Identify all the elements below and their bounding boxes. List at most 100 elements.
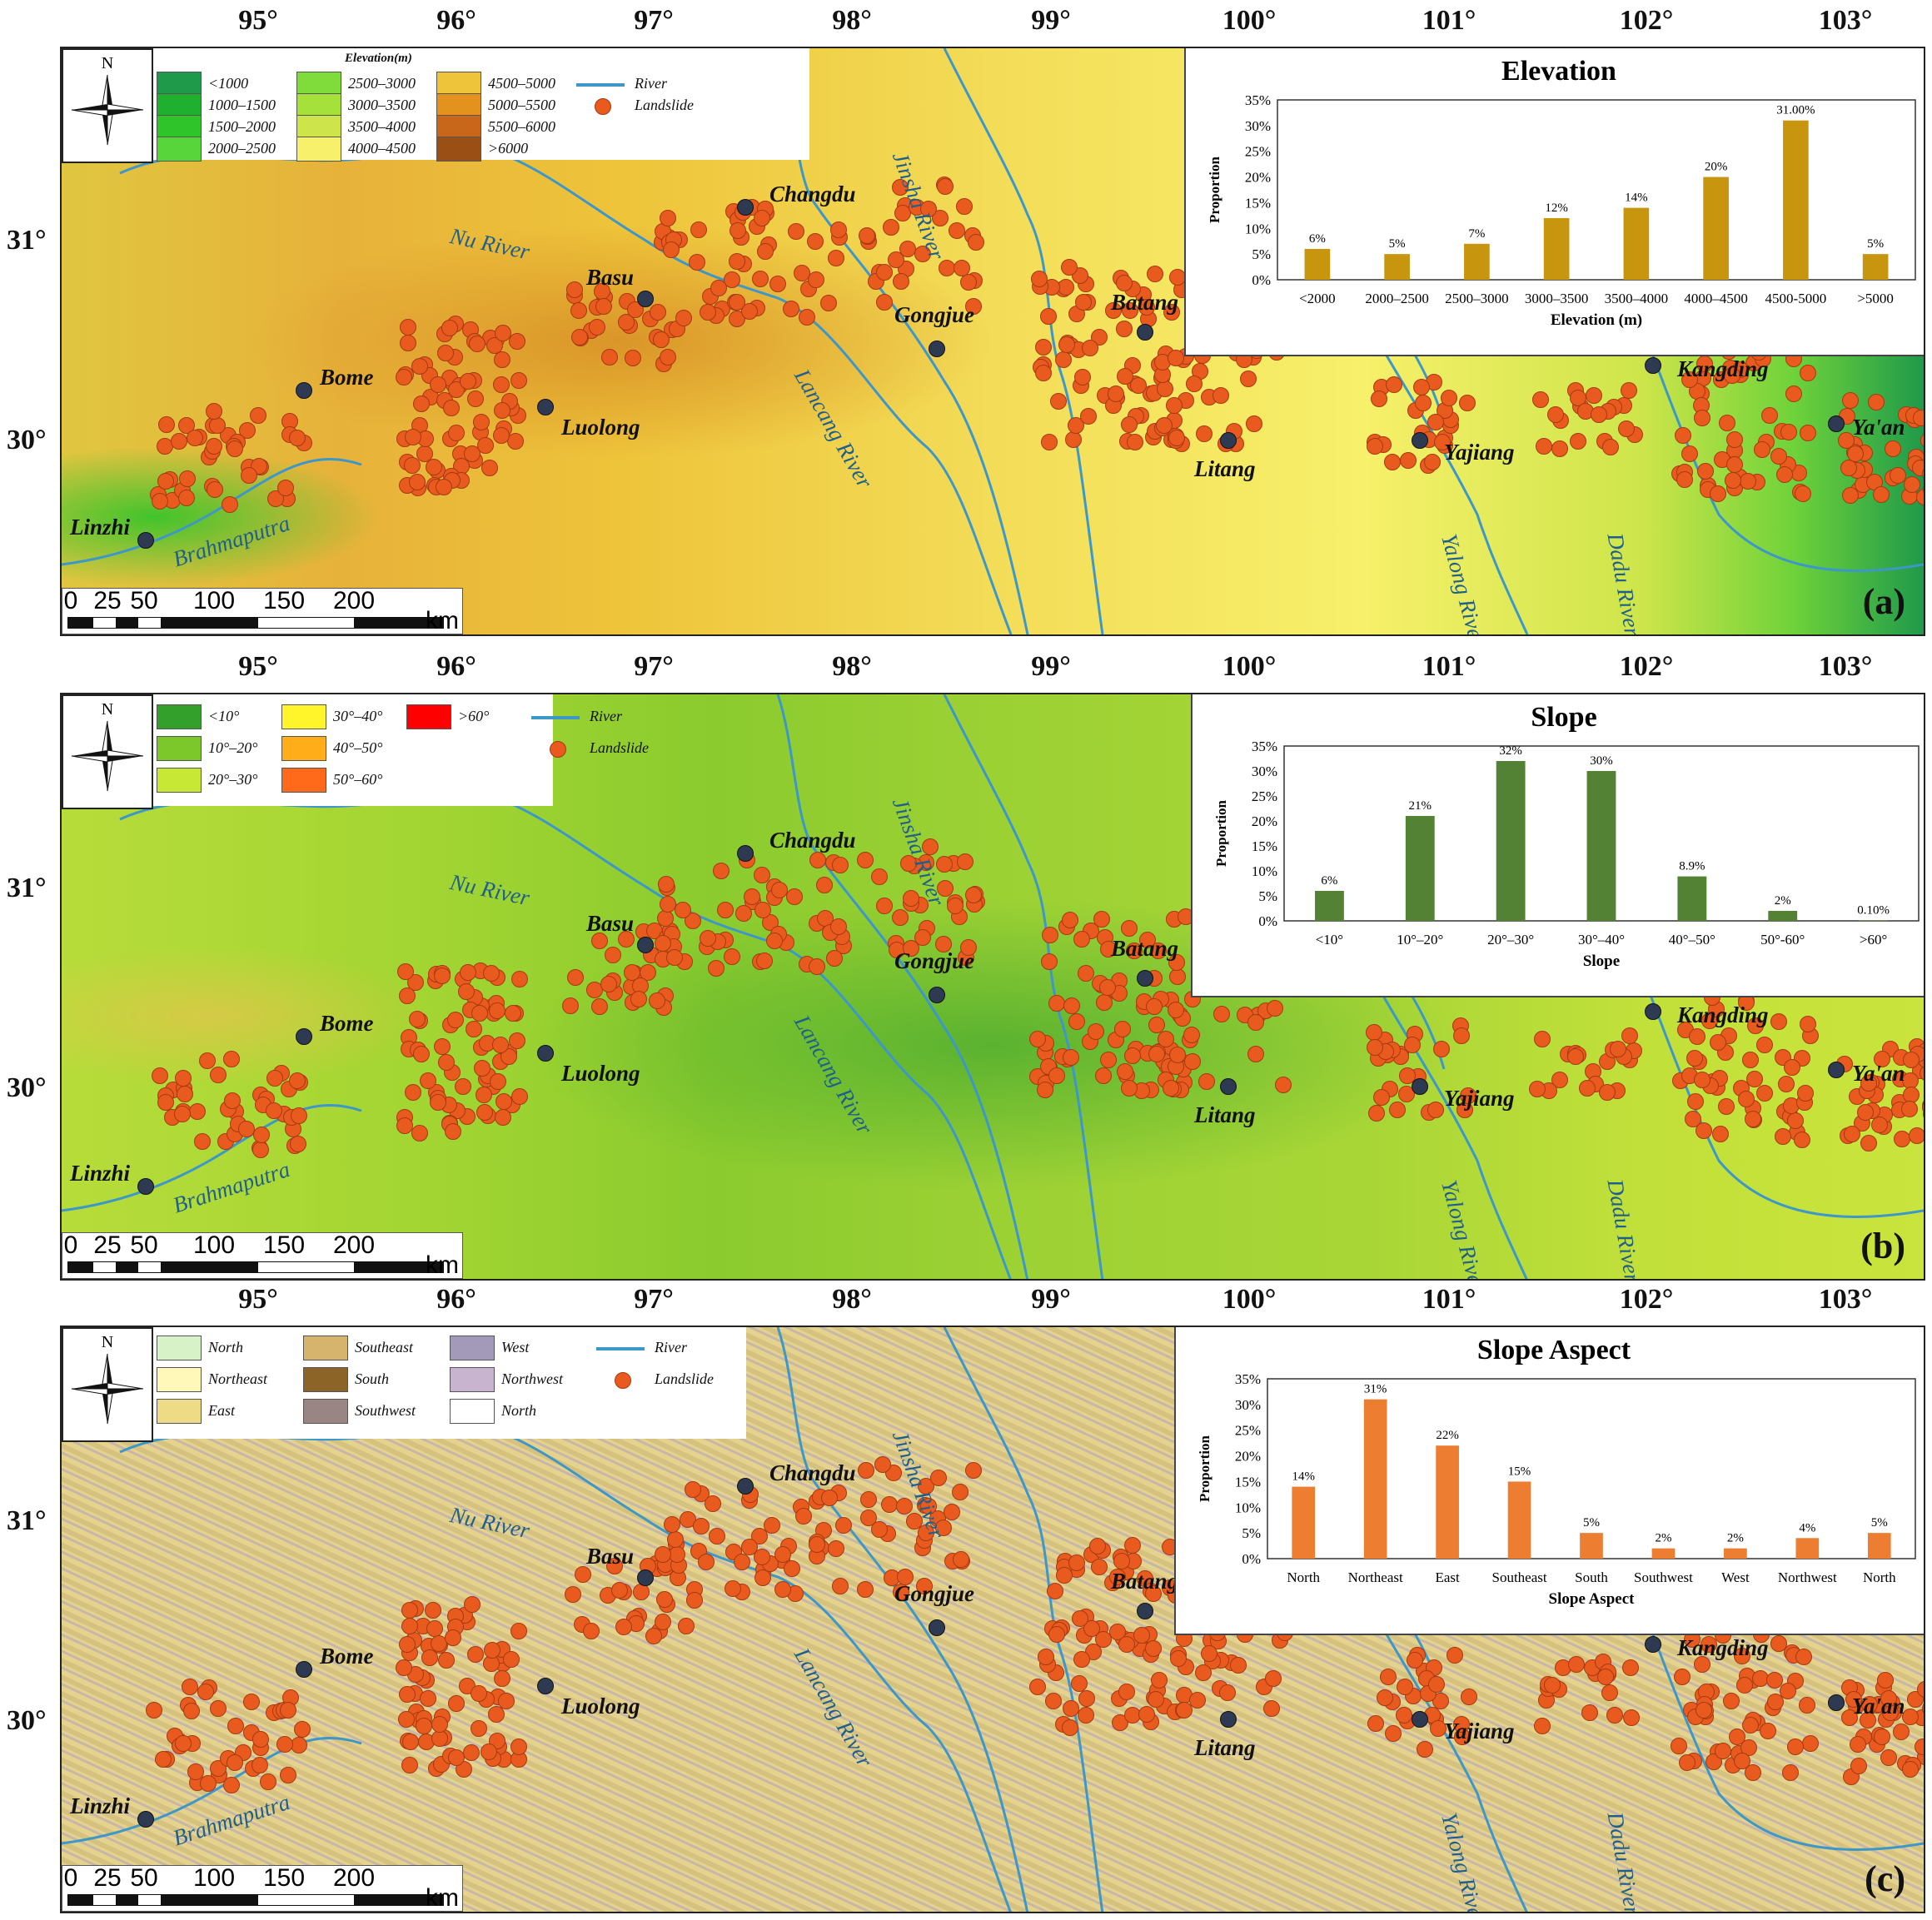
landslide-point — [1384, 453, 1402, 470]
landslide-point — [1795, 485, 1812, 502]
landslide-point — [729, 253, 746, 271]
scale-tick-label: 50 — [130, 587, 158, 614]
landslide-point — [937, 879, 954, 897]
landslide-point — [704, 1495, 721, 1512]
x-axis-label: Elevation (m) — [1551, 311, 1642, 329]
bar-value-label: 31.00% — [1776, 104, 1815, 117]
landslide-point — [1198, 1073, 1215, 1091]
landslide-point — [618, 931, 635, 948]
scale-tick-label: 50 — [130, 1864, 158, 1892]
landslide-point — [567, 969, 585, 987]
landslide-point — [952, 1551, 969, 1569]
landslide-point — [1247, 1045, 1265, 1062]
landslide-point — [826, 950, 844, 967]
landslide-point — [426, 1619, 444, 1637]
chart-title: Slope — [1531, 702, 1596, 733]
landslide-point — [508, 1032, 525, 1050]
landslide-point — [152, 492, 169, 510]
bar-value-label: 5% — [1871, 1516, 1888, 1530]
landslide-point — [188, 1102, 206, 1120]
landslide-point — [1157, 380, 1174, 397]
legend-label: 30°–40° — [333, 708, 383, 724]
legend-label: East — [208, 1402, 236, 1419]
landslide-point — [1094, 1067, 1112, 1084]
city-marker — [929, 341, 945, 357]
landslide-point — [1798, 1696, 1815, 1714]
place-label: Changdu — [769, 1460, 856, 1485]
landslide-point — [1195, 425, 1212, 443]
legend-title: Elevation(m) — [345, 52, 412, 65]
city-marker — [1220, 1711, 1237, 1728]
landslide-point — [1063, 997, 1080, 1014]
landslide-point — [463, 445, 481, 462]
y-tick-label: 10% — [1235, 1500, 1261, 1515]
city-marker — [1220, 1078, 1237, 1095]
landslide-point — [474, 1060, 491, 1077]
landslide-point — [1566, 1048, 1584, 1065]
landslide-point — [712, 862, 729, 879]
city-marker — [929, 1619, 945, 1636]
x-tick-label: 3500–4000 — [1605, 291, 1669, 306]
scale-segment — [161, 617, 259, 629]
landslide-point — [1077, 965, 1094, 982]
landslide-point — [197, 1683, 214, 1700]
bar — [1867, 1533, 1891, 1559]
legend-label: 5500–6000 — [488, 118, 555, 135]
bar — [1862, 254, 1889, 280]
x-tick-label: 20°–30° — [1487, 932, 1534, 948]
landslide-point — [1838, 431, 1855, 449]
y-tick-label: 30% — [1235, 1397, 1261, 1413]
bar-value-label: 31% — [1364, 1383, 1387, 1396]
landslide-point — [1427, 414, 1444, 431]
city-marker — [637, 1569, 654, 1586]
landslide-point — [1915, 1738, 1924, 1756]
landslide-point — [1041, 953, 1058, 970]
landslide-point — [500, 1047, 517, 1065]
landslide-point — [1414, 394, 1432, 411]
landslide-point — [655, 1545, 672, 1563]
y-tick-label: 15% — [1252, 838, 1277, 854]
city-marker — [296, 382, 312, 399]
landslide-point — [1924, 1124, 1925, 1141]
landslide-point — [1873, 486, 1890, 504]
longitude-label: 98° — [832, 1284, 872, 1315]
landslide-point — [208, 417, 226, 435]
landslide-point — [944, 1503, 961, 1520]
landslide-point — [1695, 1701, 1712, 1719]
landslide-point — [1567, 1655, 1585, 1673]
legend-swatch — [281, 704, 326, 729]
x-tick-label: North — [1863, 1569, 1896, 1585]
longitude-label: 97° — [634, 1284, 674, 1315]
landslide-point — [1570, 433, 1587, 450]
landslide-point — [754, 210, 771, 227]
bar — [1724, 1548, 1747, 1559]
scale-segment — [67, 1894, 94, 1906]
bar — [1586, 771, 1616, 921]
landslide-point — [1098, 978, 1116, 996]
landslide-point — [206, 437, 223, 455]
landslide-point — [1709, 485, 1726, 503]
landslide-point — [1770, 1013, 1787, 1031]
landslide-point — [1885, 440, 1902, 457]
legend-label: 20°–30° — [208, 771, 258, 788]
legend-label: 1000–1500 — [208, 97, 276, 113]
landslide-point — [157, 473, 174, 490]
landslide-point — [468, 335, 485, 352]
landslide-point — [566, 281, 584, 299]
legend-river-line — [576, 83, 625, 87]
landslide-point — [488, 1002, 505, 1019]
landslide-point — [289, 430, 306, 447]
plot-area — [1277, 99, 1916, 281]
landslide-point — [446, 1012, 464, 1029]
landslide-point — [660, 348, 677, 366]
landslide-point — [1601, 1684, 1618, 1701]
landslide-point — [1396, 1679, 1413, 1696]
landslide-point — [466, 1021, 483, 1038]
landslide-point — [756, 952, 774, 969]
x-tick-label: 40°–50° — [1669, 932, 1715, 948]
landslide-point — [1724, 472, 1741, 490]
scale-segment — [92, 1261, 117, 1273]
city-marker — [1828, 415, 1845, 432]
scale-unit: km — [426, 1884, 459, 1912]
legend-label: 1500–2000 — [208, 118, 276, 135]
